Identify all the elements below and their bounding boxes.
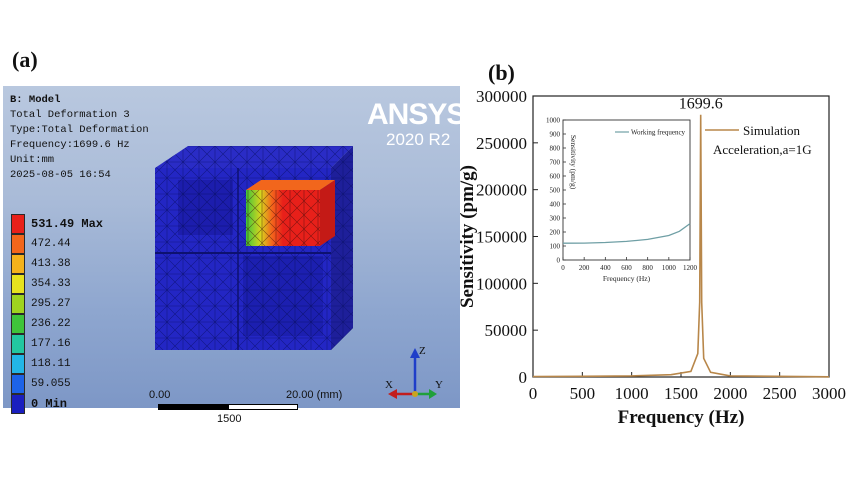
legend-swatch: [11, 294, 25, 314]
scale-label-left: 0.00: [149, 389, 171, 401]
peak-annotation: 1699.6: [679, 96, 723, 113]
legend-swatch: [11, 254, 25, 274]
triad-z-label: Z: [419, 345, 426, 357]
contour-legend: 531.49 Max 472.44 413.38 354.33 295.27 2…: [3, 214, 123, 419]
triad-y-label: Y: [435, 379, 443, 391]
result-unit: Unit:mm: [10, 154, 55, 166]
legend-value: 59.055: [31, 378, 71, 390]
y-tick-label: 250000: [476, 134, 527, 153]
x-tick-label: 0: [529, 384, 538, 403]
inset-series-line: [562, 223, 691, 244]
legend-value: 295.27: [31, 298, 71, 310]
ansys-logo: ANSYS: [367, 98, 466, 131]
legend-row: 531.49 Max: [11, 214, 103, 234]
model-name: B: Model: [10, 94, 61, 106]
inset-plot-frame: [562, 119, 691, 261]
legend-value: 0 Min: [31, 397, 68, 411]
legend-value: 413.38: [31, 258, 71, 270]
x-tick-label: 3000: [812, 384, 846, 403]
legend-swatch: [11, 354, 25, 374]
legend-value: 531.49 Max: [31, 217, 104, 231]
scale-bar-light: [228, 404, 298, 410]
x-axis-label: Frequency (Hz): [618, 407, 745, 428]
x-tick-label: 2000: [713, 384, 747, 403]
inset-y-tick-label: 700: [550, 159, 561, 167]
legend-row: 118.11: [11, 354, 71, 374]
y-tick-label: 200000: [476, 181, 527, 200]
inset-y-tick-label: 300: [550, 215, 561, 223]
inset-y-tick-label: 0: [557, 257, 561, 265]
legend-value: 236.22: [31, 318, 71, 330]
legend-row: 295.27: [11, 294, 71, 314]
inset-x-tick-label: 400: [600, 264, 611, 272]
meshed-cube-model: [155, 146, 353, 350]
ansys-version: 2020 R2: [386, 130, 451, 149]
result-header: B: Model Total Deformation 3 Type:Total …: [10, 93, 149, 183]
inset-x-tick-label: 0: [561, 264, 565, 272]
legend-row: 354.33: [11, 274, 71, 294]
legend-row: 413.38: [11, 254, 71, 274]
y-tick-label: 0: [519, 368, 528, 387]
legend-swatch: [11, 214, 25, 234]
y-tick-label: 100000: [476, 274, 527, 293]
scale-label-mid: 1500: [217, 413, 242, 425]
legend-label-acceleration: Acceleration,a=1G: [713, 142, 812, 157]
scale-label-right: 20.00 (mm): [286, 389, 343, 401]
legend-swatch: [11, 374, 25, 394]
legend-value: 354.33: [31, 278, 71, 290]
legend-value: 472.44: [31, 238, 71, 250]
result-name: Total Deformation 3: [10, 109, 130, 121]
inset-y-tick-label: 400: [550, 201, 561, 209]
legend-row: 236.22: [11, 314, 71, 334]
legend-row: 59.055: [11, 374, 71, 394]
x-tick-label: 2500: [763, 384, 797, 403]
triad-x-label: X: [385, 379, 393, 391]
axis-triad-icon: Z X Y: [385, 345, 443, 399]
inset-y-axis-label: Sensitivity (pm/g): [569, 135, 578, 190]
inset-y-tick-label: 900: [550, 131, 561, 139]
inset-x-tick-label: 1000: [662, 264, 677, 272]
scale-bar-dark: [158, 404, 228, 410]
proof-mass-top: [246, 180, 335, 190]
legend-swatch: [11, 334, 25, 354]
x-tick-label: 1500: [664, 384, 698, 403]
legend-swatch: [11, 234, 25, 254]
inset-x-tick-label: 1200: [683, 264, 698, 272]
legend-value: 177.16: [31, 338, 71, 350]
inset-x-tick-label: 800: [642, 264, 653, 272]
inset-y-tick-label: 100: [550, 243, 561, 251]
x-tick-label: 1000: [615, 384, 649, 403]
inset-x-tick-label: 600: [621, 264, 632, 272]
y-tick-label: 50000: [485, 321, 528, 340]
legend-row: 177.16: [11, 334, 71, 354]
inset-y-tick-label: 1000: [546, 117, 561, 125]
panel-b-label: (b): [488, 60, 515, 85]
legend-row: 0 Min: [11, 394, 67, 414]
result-date: 2025-08-05 16:54: [10, 169, 111, 181]
inset-x-tick-label: 200: [579, 264, 590, 272]
inset-y-tick-label: 600: [550, 173, 561, 181]
result-frequency: Frequency:1699.6 Hz: [10, 139, 130, 151]
legend-swatch: [11, 314, 25, 334]
inset-y-tick-label: 500: [550, 187, 561, 195]
simulation-series-line: [532, 114, 830, 378]
proof-mass-side: [320, 180, 335, 246]
inset-x-axis-label: Frequency (Hz): [603, 274, 651, 283]
result-type: Type:Total Deformation: [10, 124, 149, 136]
x-tick-label: 500: [570, 384, 596, 403]
legend-swatch: [11, 394, 25, 414]
inset-y-tick-label: 800: [550, 145, 561, 153]
legend-row: 472.44: [11, 234, 71, 254]
legend-swatch: [11, 274, 25, 294]
legend-label-simulation: Simulation: [743, 123, 801, 138]
inset-legend-label: Working frequency: [631, 129, 686, 137]
inset-y-tick-label: 200: [550, 229, 561, 237]
sensitivity-chart: 0 500 1000 1500 2000 2500 30000500001000001500…: [460, 87, 846, 428]
y-tick-label: 300000: [476, 87, 527, 106]
y-tick-label: 150000: [476, 228, 527, 247]
legend-value: 118.11: [31, 358, 71, 370]
panel-a-label: (a): [12, 47, 38, 72]
ansys-viewport: B: Model Total Deformation 3 Type:Total …: [3, 86, 466, 425]
y-axis-label: Sensitivity (pm/g): [460, 165, 478, 308]
